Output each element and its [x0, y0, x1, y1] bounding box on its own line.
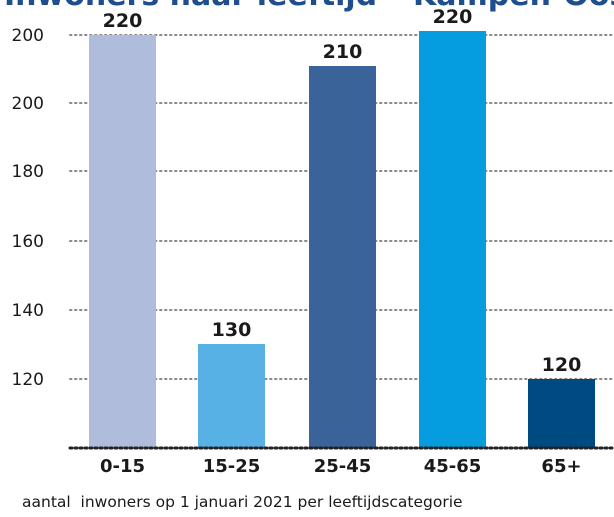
x-tick-label: 25-45 — [314, 456, 372, 477]
bar — [309, 66, 376, 448]
bar-value-label: 220 — [433, 6, 473, 28]
chart-title: Inwoners naar leeftijd – Kampen-Oost — [4, 0, 614, 13]
y-tick-label: 180 — [12, 162, 44, 182]
y-tick-label: 140 — [12, 301, 44, 321]
x-tick-label: 65+ — [541, 456, 581, 477]
y-tick-label: 200 — [12, 94, 44, 114]
x-tick-label: 45-65 — [424, 456, 482, 477]
chart-title-clip: Inwoners naar leeftijd – Kampen-Oost — [0, 0, 614, 14]
bar — [198, 344, 265, 448]
y-tick-label: 160 — [12, 232, 44, 252]
x-tick-label: 0-15 — [100, 456, 145, 477]
y-tick-label: 200 — [12, 26, 44, 46]
y-tick-label: 120 — [12, 370, 44, 390]
bar — [419, 31, 486, 448]
bar — [528, 379, 595, 448]
bar — [89, 35, 156, 448]
chart-caption: aantal inwoners op 1 januari 2021 per le… — [22, 493, 463, 511]
bar-value-label: 120 — [542, 354, 582, 376]
bar-value-label: 130 — [212, 319, 252, 341]
x-tick-label: 15-25 — [203, 456, 261, 477]
bar-value-label: 210 — [323, 41, 363, 63]
bar-value-label: 220 — [103, 10, 143, 32]
bar-chart: 120 140 160 180 200 200 220 0-15 130 15-25 210 25-4… — [12, 6, 614, 477]
